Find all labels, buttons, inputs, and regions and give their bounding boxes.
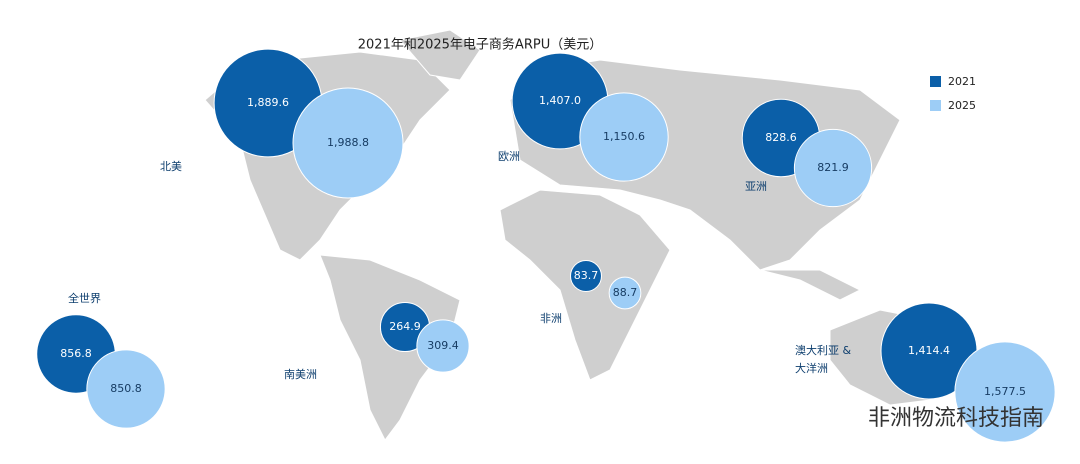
region-label: 欧洲 [498,150,520,163]
bubble [86,349,166,429]
bubble [608,276,642,310]
bubble [570,260,602,292]
chart-title: 2021年和2025年电子商务ARPU（美元） [358,37,602,53]
legend-label: 2025 [948,99,976,112]
value-label: 1,577.5 [984,385,1026,398]
value-label: 850.8 [110,382,142,395]
value-label: 1,150.6 [603,130,645,143]
region-label: 南美洲 [284,368,317,381]
bubble [954,341,1056,443]
bubble [579,92,669,182]
bubble [416,319,470,373]
value-label: 1,988.8 [327,136,369,149]
value-label: 856.8 [60,347,92,360]
value-label: 1,407.0 [539,94,581,107]
legend-swatch [930,76,941,87]
region-label: 全世界 [68,292,101,305]
bubble [292,87,404,199]
value-label: 821.9 [817,161,849,174]
value-label: 1,414.4 [908,344,950,357]
region-label: 北美 [160,160,182,173]
region-label: 非洲 [540,312,562,325]
watermark: 非洲物流科技指南 [867,406,1044,431]
region-label: 亚洲 [745,180,767,193]
legend-swatch [930,100,941,111]
region-label: 澳大利亚 & 大洋洲 [795,344,852,375]
value-label: 1,889.6 [247,96,289,109]
legend-label: 2021 [948,75,976,88]
bubble [793,128,873,208]
value-label: 264.9 [389,320,421,333]
value-label: 88.7 [613,286,638,299]
value-label: 309.4 [427,339,459,352]
value-label: 83.7 [574,269,599,282]
value-label: 828.6 [765,131,797,144]
